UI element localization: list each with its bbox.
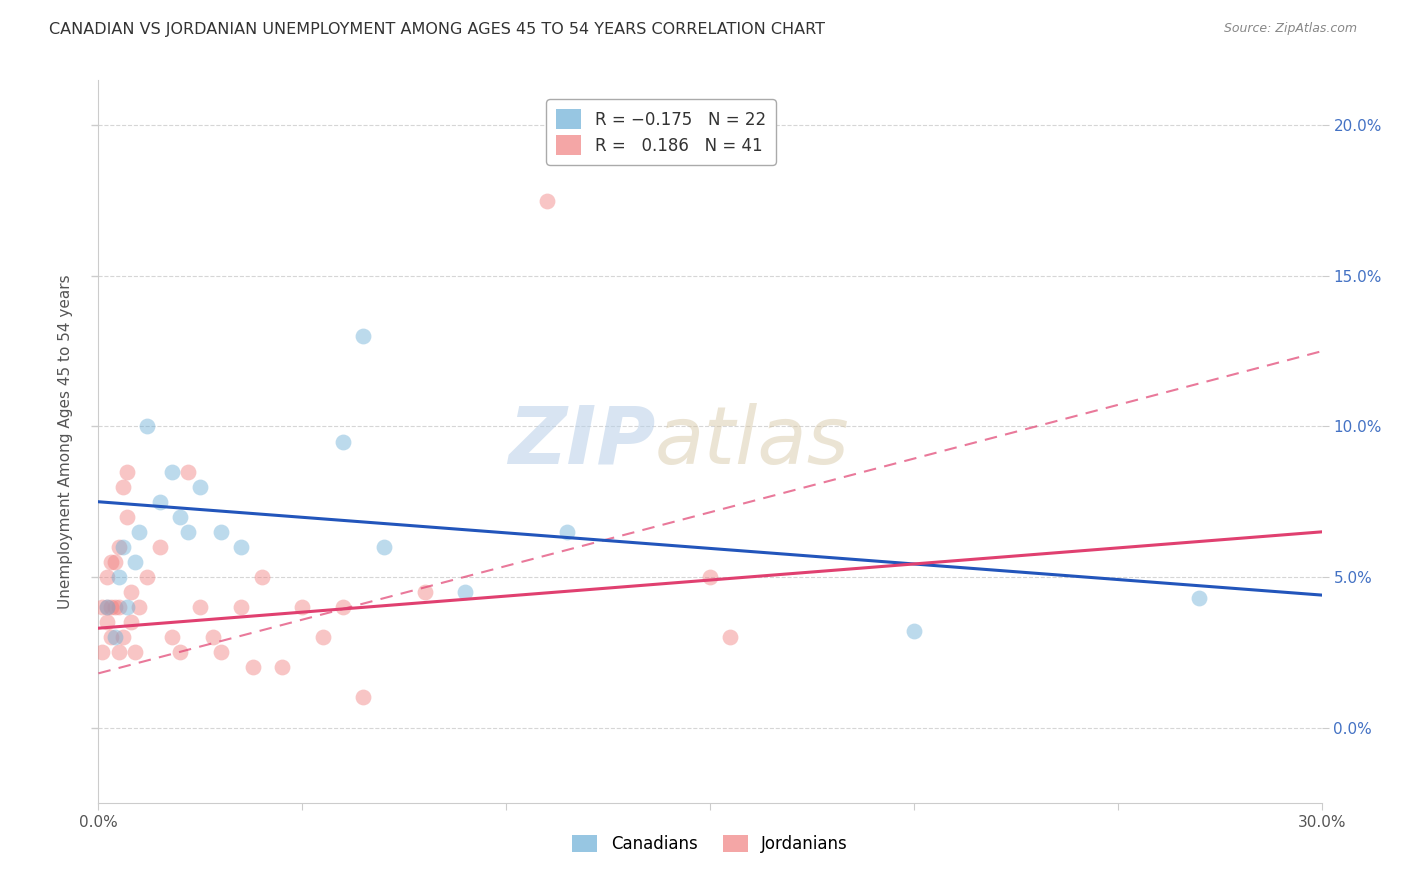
Point xyxy=(413,585,436,599)
Point xyxy=(128,600,150,615)
Point xyxy=(332,600,354,615)
Text: CANADIAN VS JORDANIAN UNEMPLOYMENT AMONG AGES 45 TO 54 YEARS CORRELATION CHART: CANADIAN VS JORDANIAN UNEMPLOYMENT AMONG… xyxy=(49,22,825,37)
Point xyxy=(169,509,191,524)
Point xyxy=(332,434,354,449)
Point xyxy=(100,600,122,615)
Text: atlas: atlas xyxy=(655,402,849,481)
Point xyxy=(250,570,273,584)
Point xyxy=(111,630,134,644)
Point xyxy=(91,600,114,615)
Point xyxy=(136,570,159,584)
Point xyxy=(352,690,374,705)
Point xyxy=(169,645,191,659)
Point xyxy=(242,660,264,674)
Point xyxy=(115,600,138,615)
Point xyxy=(115,509,138,524)
Point xyxy=(111,540,134,554)
Point xyxy=(96,615,118,630)
Point xyxy=(555,524,579,539)
Point xyxy=(124,645,146,659)
Point xyxy=(100,630,122,644)
Point xyxy=(231,540,253,554)
Point xyxy=(120,615,142,630)
Point xyxy=(209,524,232,539)
Point xyxy=(373,540,395,554)
Text: Source: ZipAtlas.com: Source: ZipAtlas.com xyxy=(1223,22,1357,36)
Point xyxy=(160,630,183,644)
Point xyxy=(108,600,131,615)
Point xyxy=(120,585,142,599)
Point xyxy=(352,329,374,343)
Point xyxy=(699,570,721,584)
Point xyxy=(536,194,558,208)
Text: ZIP: ZIP xyxy=(508,402,655,481)
Point xyxy=(160,465,183,479)
Point xyxy=(149,494,172,508)
Point xyxy=(104,630,127,644)
Point xyxy=(188,600,212,615)
Point xyxy=(128,524,150,539)
Point xyxy=(231,600,253,615)
Point xyxy=(111,480,134,494)
Point xyxy=(100,555,122,569)
Point xyxy=(903,624,925,639)
Point xyxy=(91,645,114,659)
Point xyxy=(188,480,212,494)
Point xyxy=(718,630,742,644)
Point xyxy=(312,630,335,644)
Point xyxy=(291,600,314,615)
Point xyxy=(104,555,127,569)
Point xyxy=(108,570,131,584)
Point xyxy=(96,570,118,584)
Point xyxy=(209,645,232,659)
Point xyxy=(177,524,200,539)
Point xyxy=(1188,591,1211,606)
Point xyxy=(124,555,146,569)
Point xyxy=(104,600,127,615)
Point xyxy=(108,540,131,554)
Legend: Canadians, Jordanians: Canadians, Jordanians xyxy=(565,828,855,860)
Point xyxy=(115,465,138,479)
Point xyxy=(270,660,294,674)
Point xyxy=(177,465,200,479)
Point xyxy=(201,630,224,644)
Point xyxy=(454,585,477,599)
Y-axis label: Unemployment Among Ages 45 to 54 years: Unemployment Among Ages 45 to 54 years xyxy=(58,274,73,609)
Point xyxy=(149,540,172,554)
Point xyxy=(108,645,131,659)
Point xyxy=(136,419,159,434)
Point xyxy=(96,600,118,615)
Point xyxy=(96,600,118,615)
